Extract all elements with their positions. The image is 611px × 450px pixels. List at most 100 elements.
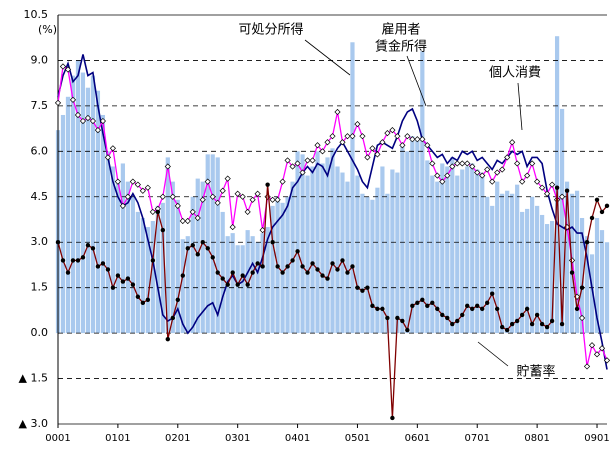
bar: [604, 242, 610, 334]
marker: [374, 151, 381, 158]
x-tick-label: 0301: [225, 433, 250, 444]
y-tick-label: 6.0: [31, 144, 49, 157]
marker: [305, 270, 310, 275]
marker: [224, 175, 231, 182]
bar: [280, 202, 285, 334]
marker: [149, 208, 156, 216]
y-tick-label: 3.0: [31, 235, 49, 248]
annotation: 貯蓄率: [516, 364, 555, 380]
marker: [529, 160, 536, 167]
bar: [455, 175, 460, 334]
marker: [229, 223, 236, 231]
marker: [578, 314, 586, 322]
marker: [489, 178, 496, 185]
marker: [280, 270, 285, 275]
marker: [375, 306, 380, 312]
marker: [529, 321, 535, 327]
marker: [444, 172, 451, 179]
marker: [544, 190, 551, 197]
x-tick-label: 0501: [345, 433, 370, 444]
marker: [285, 264, 290, 269]
marker: [219, 187, 226, 194]
annotation: 賃金所得: [375, 39, 427, 55]
marker: [105, 267, 111, 272]
bar: [160, 202, 165, 334]
marker: [310, 261, 315, 266]
bar: [115, 181, 120, 334]
marker: [75, 258, 81, 263]
marker: [190, 243, 195, 248]
bar: [185, 236, 190, 334]
bar: [535, 205, 540, 334]
bar: [470, 163, 475, 334]
marker: [434, 172, 441, 179]
marker: [144, 184, 151, 191]
annotation: 雇用者: [381, 22, 420, 38]
annotation-arrow: [517, 82, 523, 131]
marker: [270, 240, 275, 245]
bar: [140, 217, 145, 334]
bar: [370, 199, 375, 334]
bar: [500, 193, 505, 334]
bar: [145, 227, 150, 334]
marker: [150, 258, 156, 263]
bar: [70, 75, 76, 334]
marker: [394, 133, 401, 140]
bar: [400, 145, 405, 334]
marker: [494, 169, 501, 176]
marker: [250, 270, 255, 275]
marker: [265, 182, 270, 187]
bar: [480, 172, 485, 334]
marker: [240, 273, 245, 278]
bar: [240, 245, 245, 334]
marker: [429, 160, 436, 167]
bar: [574, 190, 580, 334]
marker: [290, 258, 295, 263]
marker: [484, 166, 491, 173]
marker: [289, 163, 296, 170]
marker: [120, 279, 126, 284]
marker: [574, 306, 580, 312]
marker: [269, 196, 276, 203]
x-tick-label: 0101: [105, 433, 130, 444]
bar: [425, 160, 430, 334]
marker: [70, 258, 76, 263]
y-tick-label: 4.5: [31, 190, 49, 203]
x-tick-label: 0001: [45, 433, 70, 444]
bar: [525, 208, 530, 334]
marker: [199, 196, 206, 203]
marker: [485, 300, 490, 306]
bar: [175, 199, 180, 334]
bar: [350, 42, 355, 334]
marker: [455, 318, 460, 324]
marker: [465, 303, 470, 309]
bar: [554, 36, 560, 334]
marker: [80, 255, 86, 260]
marker: [349, 133, 356, 140]
marker: [315, 267, 320, 272]
marker: [339, 139, 346, 146]
marker: [490, 291, 495, 296]
marker: [475, 303, 480, 309]
marker: [439, 178, 446, 185]
x-tick-label: 0601: [405, 433, 430, 444]
unit-label: (%): [38, 23, 57, 36]
marker: [274, 196, 281, 203]
bar: [475, 169, 480, 334]
marker: [344, 133, 351, 140]
bar: [85, 87, 91, 334]
marker: [335, 267, 340, 272]
marker: [509, 139, 516, 146]
marker: [345, 270, 350, 275]
marker: [495, 306, 500, 312]
marker: [549, 181, 556, 188]
bar: [440, 163, 445, 334]
bar: [180, 239, 185, 334]
marker: [514, 318, 520, 324]
marker: [583, 363, 591, 370]
marker: [479, 172, 486, 179]
marker: [255, 261, 260, 266]
marker: [579, 285, 585, 290]
marker: [584, 240, 590, 245]
bar: [490, 205, 495, 334]
